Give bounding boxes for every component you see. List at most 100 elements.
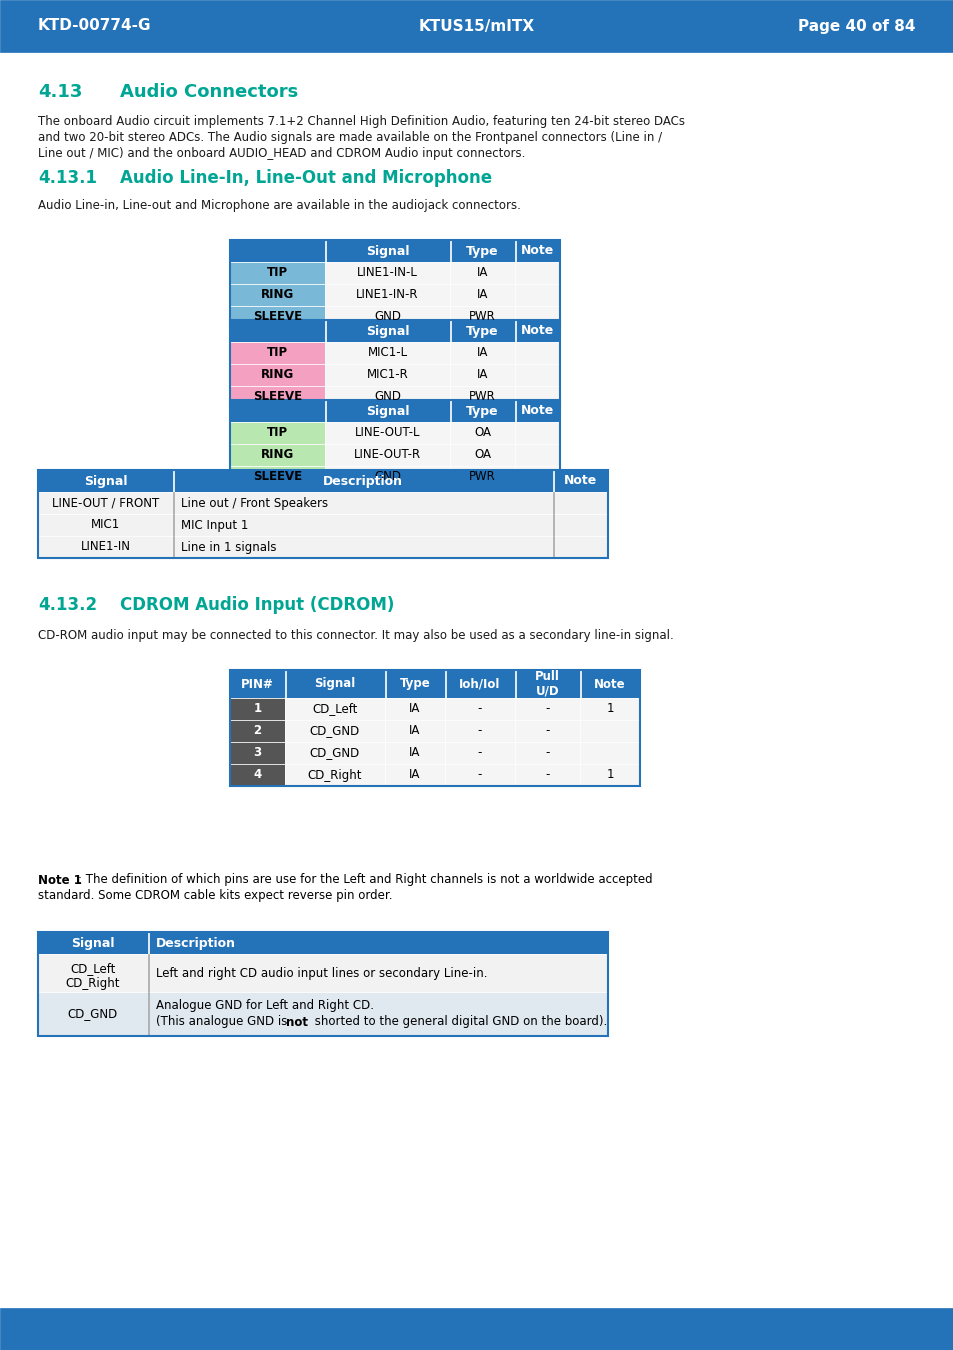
- Text: Audio Line-In, Line-Out and Microphone: Audio Line-In, Line-Out and Microphone: [120, 169, 492, 188]
- Bar: [172, 470, 173, 491]
- Text: -: -: [545, 725, 549, 737]
- Text: : The definition of which pins are use for the Left and Right channels is not a : : The definition of which pins are use f…: [78, 873, 652, 887]
- Text: GND: GND: [374, 390, 400, 404]
- Bar: [230, 698, 285, 720]
- Text: Note: Note: [563, 474, 597, 487]
- Text: (This analogue GND is: (This analogue GND is: [156, 1015, 291, 1029]
- Text: -: -: [477, 768, 481, 782]
- Text: 4.13: 4.13: [38, 82, 82, 101]
- Text: OA: OA: [474, 427, 491, 440]
- Text: 2: 2: [253, 725, 261, 737]
- Bar: [553, 514, 554, 536]
- Bar: [172, 536, 173, 558]
- Text: Type: Type: [466, 405, 498, 417]
- Bar: [444, 764, 515, 786]
- Bar: [515, 423, 559, 444]
- Bar: [450, 364, 515, 386]
- Bar: [515, 262, 559, 284]
- Text: 1: 1: [605, 702, 613, 716]
- Text: IA: IA: [476, 347, 488, 359]
- Text: LINE-OUT-R: LINE-OUT-R: [354, 448, 420, 462]
- Text: and two 20-bit stereo ADCs. The Audio signals are made available on the Frontpan: and two 20-bit stereo ADCs. The Audio si…: [38, 131, 661, 144]
- Bar: [230, 670, 639, 698]
- Bar: [515, 320, 516, 342]
- Bar: [285, 764, 385, 786]
- Bar: [450, 284, 515, 306]
- Text: Signal: Signal: [84, 474, 127, 487]
- Text: Note: Note: [520, 324, 554, 338]
- Bar: [325, 320, 326, 342]
- Text: -: -: [477, 747, 481, 760]
- Bar: [579, 764, 639, 786]
- Bar: [230, 400, 559, 423]
- Bar: [230, 743, 285, 764]
- Text: IA: IA: [409, 747, 420, 760]
- Bar: [38, 491, 607, 514]
- Bar: [385, 764, 444, 786]
- Text: shorted to the general digital GND on the board).: shorted to the general digital GND on th…: [311, 1015, 607, 1029]
- Text: IA: IA: [409, 768, 420, 782]
- Bar: [579, 743, 639, 764]
- Text: IA: IA: [409, 702, 420, 716]
- Text: CD_GND: CD_GND: [310, 725, 359, 737]
- Text: 3: 3: [253, 747, 261, 760]
- Text: standard. Some CDROM cable kits expect reverse pin order.: standard. Some CDROM cable kits expect r…: [38, 888, 392, 902]
- Text: Type: Type: [399, 678, 430, 690]
- Text: IA: IA: [476, 266, 488, 279]
- Bar: [230, 320, 559, 342]
- Bar: [450, 306, 515, 328]
- Text: SLEEVE: SLEEVE: [253, 471, 302, 483]
- Bar: [325, 364, 450, 386]
- Text: CD_GND: CD_GND: [68, 1007, 118, 1021]
- Text: RING: RING: [260, 289, 294, 301]
- Text: Audio Connectors: Audio Connectors: [120, 82, 298, 101]
- Text: IA: IA: [476, 369, 488, 382]
- Bar: [230, 423, 325, 444]
- Bar: [385, 670, 386, 698]
- Text: TIP: TIP: [267, 427, 288, 440]
- Text: The onboard Audio circuit implements 7.1+2 Channel High Definition Audio, featur: The onboard Audio circuit implements 7.1…: [38, 116, 684, 128]
- Bar: [285, 720, 385, 743]
- Text: CD_Left: CD_Left: [71, 963, 115, 976]
- Bar: [515, 466, 559, 487]
- Bar: [325, 400, 326, 423]
- Text: GND: GND: [374, 310, 400, 324]
- Bar: [450, 342, 515, 365]
- Text: TIP: TIP: [267, 347, 288, 359]
- Bar: [450, 444, 515, 466]
- Text: GND: GND: [374, 471, 400, 483]
- Bar: [230, 240, 559, 328]
- Bar: [515, 284, 559, 306]
- Text: CD-ROM audio input may be connected to this connector. It may also be used as a : CD-ROM audio input may be connected to t…: [38, 629, 673, 641]
- Text: 1: 1: [605, 768, 613, 782]
- Bar: [285, 743, 385, 764]
- Bar: [385, 743, 444, 764]
- Bar: [515, 306, 559, 328]
- Text: CDROM Audio Input (CDROM): CDROM Audio Input (CDROM): [120, 595, 394, 614]
- Text: LINE1-IN-R: LINE1-IN-R: [355, 289, 418, 301]
- Text: Note: Note: [520, 244, 554, 258]
- Bar: [450, 423, 515, 444]
- Bar: [230, 320, 559, 408]
- Bar: [325, 284, 450, 306]
- Bar: [325, 444, 450, 466]
- Text: MIC Input 1: MIC Input 1: [181, 518, 248, 532]
- Text: MIC1-R: MIC1-R: [366, 369, 408, 382]
- Text: Signal: Signal: [314, 678, 355, 690]
- Text: TIP: TIP: [267, 266, 288, 279]
- Text: 1: 1: [253, 702, 261, 716]
- Text: PWR: PWR: [469, 310, 496, 324]
- Bar: [230, 670, 639, 786]
- Bar: [325, 306, 450, 328]
- Bar: [325, 262, 450, 284]
- Text: Page 40 of 84: Page 40 of 84: [798, 19, 915, 34]
- Text: LINE1-IN: LINE1-IN: [80, 540, 131, 553]
- Text: 4: 4: [253, 768, 261, 782]
- Bar: [285, 698, 385, 720]
- Bar: [230, 400, 559, 487]
- Bar: [515, 386, 559, 408]
- Bar: [450, 400, 451, 423]
- Text: PWR: PWR: [469, 390, 496, 404]
- Bar: [385, 698, 444, 720]
- Bar: [325, 240, 326, 262]
